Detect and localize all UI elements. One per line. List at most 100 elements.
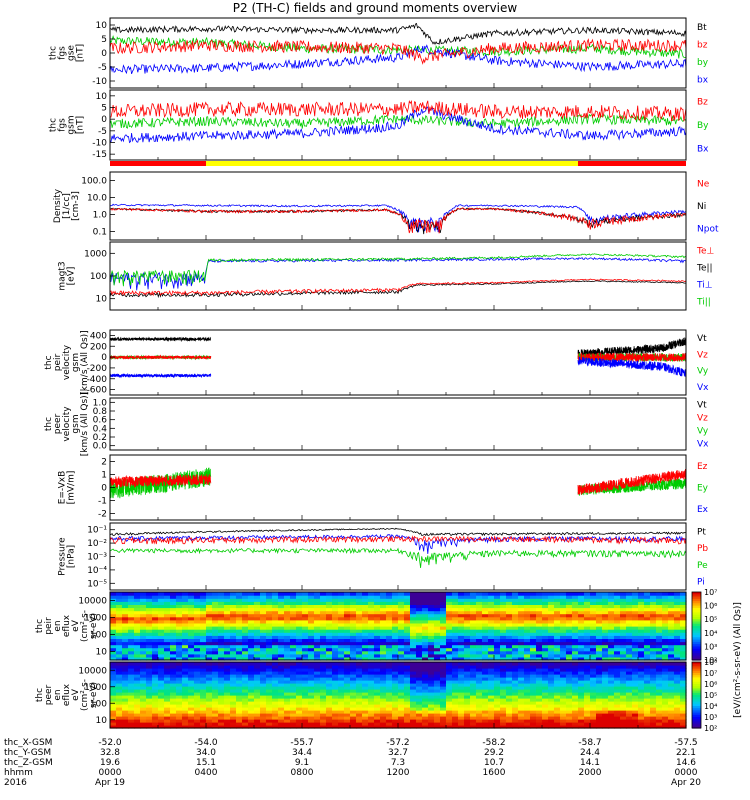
spectrogram-cell (140, 689, 147, 693)
spectrogram-cell (662, 695, 669, 699)
spectrogram-cell (206, 650, 213, 655)
spectrogram-cell (668, 668, 675, 672)
spectrogram-cell (218, 680, 225, 684)
spectrogram-cell (626, 601, 633, 605)
spectrogram-cell (452, 719, 459, 723)
spectrogram-cell (380, 701, 387, 705)
spectrogram-cell (602, 656, 609, 661)
spectrogram-cell (266, 644, 273, 649)
spectrogram-cell (242, 662, 249, 666)
spectrogram-cell (200, 626, 207, 630)
spectrogram-cell (326, 725, 333, 729)
spectrogram-cell (632, 647, 639, 652)
spectrogram-cell (164, 716, 171, 720)
spectrogram-cell (344, 686, 351, 690)
spectrogram-cell (326, 632, 333, 636)
spectrogram-cell (176, 665, 183, 669)
peir-v-line (109, 372, 212, 379)
spectrogram-cell (332, 716, 339, 720)
spectrogram-cell (614, 622, 621, 627)
spectrogram-cell (656, 701, 663, 705)
spectrogram-cell (278, 683, 285, 687)
spectrogram-cell (302, 722, 309, 726)
spectrogram-cell (476, 689, 483, 693)
spectrogram-cell (524, 701, 531, 705)
spectrogram-cell (656, 704, 663, 708)
spectrogram-cell (632, 604, 639, 609)
spectrogram-cell (452, 707, 459, 711)
spectrogram-cell (296, 629, 303, 633)
spectrogram-cell (314, 641, 321, 646)
spectrogram-cell (500, 638, 507, 643)
spectrogram-cell (482, 613, 489, 618)
spectrogram-cell (656, 662, 663, 666)
colorbar-frame (691, 591, 702, 661)
spectrogram-cell (212, 689, 219, 693)
spectrogram-cell (116, 716, 123, 720)
spectrogram-cell (650, 695, 657, 699)
spectrogram-cell (278, 671, 285, 675)
spectrogram-cell (626, 595, 633, 599)
spectrogram-cell (320, 635, 327, 639)
spectrogram-cell (446, 592, 453, 596)
y-tick-label: 200 (90, 342, 107, 352)
spectrogram-cell (470, 629, 477, 633)
spectrogram-cell (656, 629, 663, 633)
spectrogram-cell (434, 680, 441, 684)
spectrogram-cell (500, 692, 507, 696)
spectrogram-cell (134, 613, 141, 618)
spectrogram-cell (386, 665, 393, 669)
spectrogram-cell (458, 716, 465, 720)
spectrogram-cell (332, 707, 339, 711)
spectrogram-cell (578, 725, 585, 729)
spectrogram-cell (434, 710, 441, 714)
spectrogram-cell (452, 722, 459, 726)
spectrogram-cell (260, 662, 267, 666)
spectrogram-cell (392, 725, 399, 729)
spectrogram-cell (302, 644, 309, 649)
spectrogram-cell (158, 598, 165, 602)
spectrogram-cell (668, 695, 675, 699)
spectrogram-cell (320, 638, 327, 643)
spectrogram-cell (620, 686, 627, 690)
spectrogram-cell (458, 592, 465, 596)
spectrogram-cell (140, 635, 147, 639)
spectrogram-cell (194, 671, 201, 675)
spectrogram-cell (632, 689, 639, 693)
spectrogram-cell (110, 653, 117, 658)
spectrogram-cell (548, 707, 555, 711)
spectrogram-cell (248, 725, 255, 729)
spectrogram-cell (140, 601, 147, 605)
spectrogram-cell (176, 692, 183, 696)
y-label-line: [nT] (76, 116, 86, 134)
spectrogram-cell (626, 686, 633, 690)
spectrogram-cell (488, 641, 495, 646)
spectrogram-cell (140, 619, 147, 624)
spectrogram-cell (140, 716, 147, 720)
spectrogram-cell (680, 665, 687, 669)
spectrogram-cell (434, 619, 441, 624)
spectrogram-cell (386, 619, 393, 624)
spectrogram-cell (452, 650, 459, 655)
spectrogram-cell (200, 622, 207, 627)
spectrogram-cell (434, 626, 441, 630)
legend-bx: Bx (697, 144, 709, 154)
spectrogram-cell (644, 604, 651, 609)
spectrogram-cell (680, 592, 687, 596)
spectrogram-cell (494, 692, 501, 696)
spectrogram-cell (674, 671, 681, 675)
spectrogram-cell (422, 701, 429, 705)
spectrogram-cell (380, 616, 387, 621)
spectrogram-cell (278, 686, 285, 690)
spectrogram-cell (434, 644, 441, 649)
spectrogram-cell (524, 710, 531, 714)
spectrogram-cell (146, 683, 153, 687)
spectrogram-cell (398, 707, 405, 711)
spectrogram-cell (386, 604, 393, 609)
spectrogram-cell (536, 601, 543, 605)
spectrogram-cell (542, 707, 549, 711)
spectrogram-cell (476, 725, 483, 729)
spectrogram-cell (374, 613, 381, 618)
spectrogram-cell (572, 719, 579, 723)
spectrogram-cell (392, 674, 399, 678)
